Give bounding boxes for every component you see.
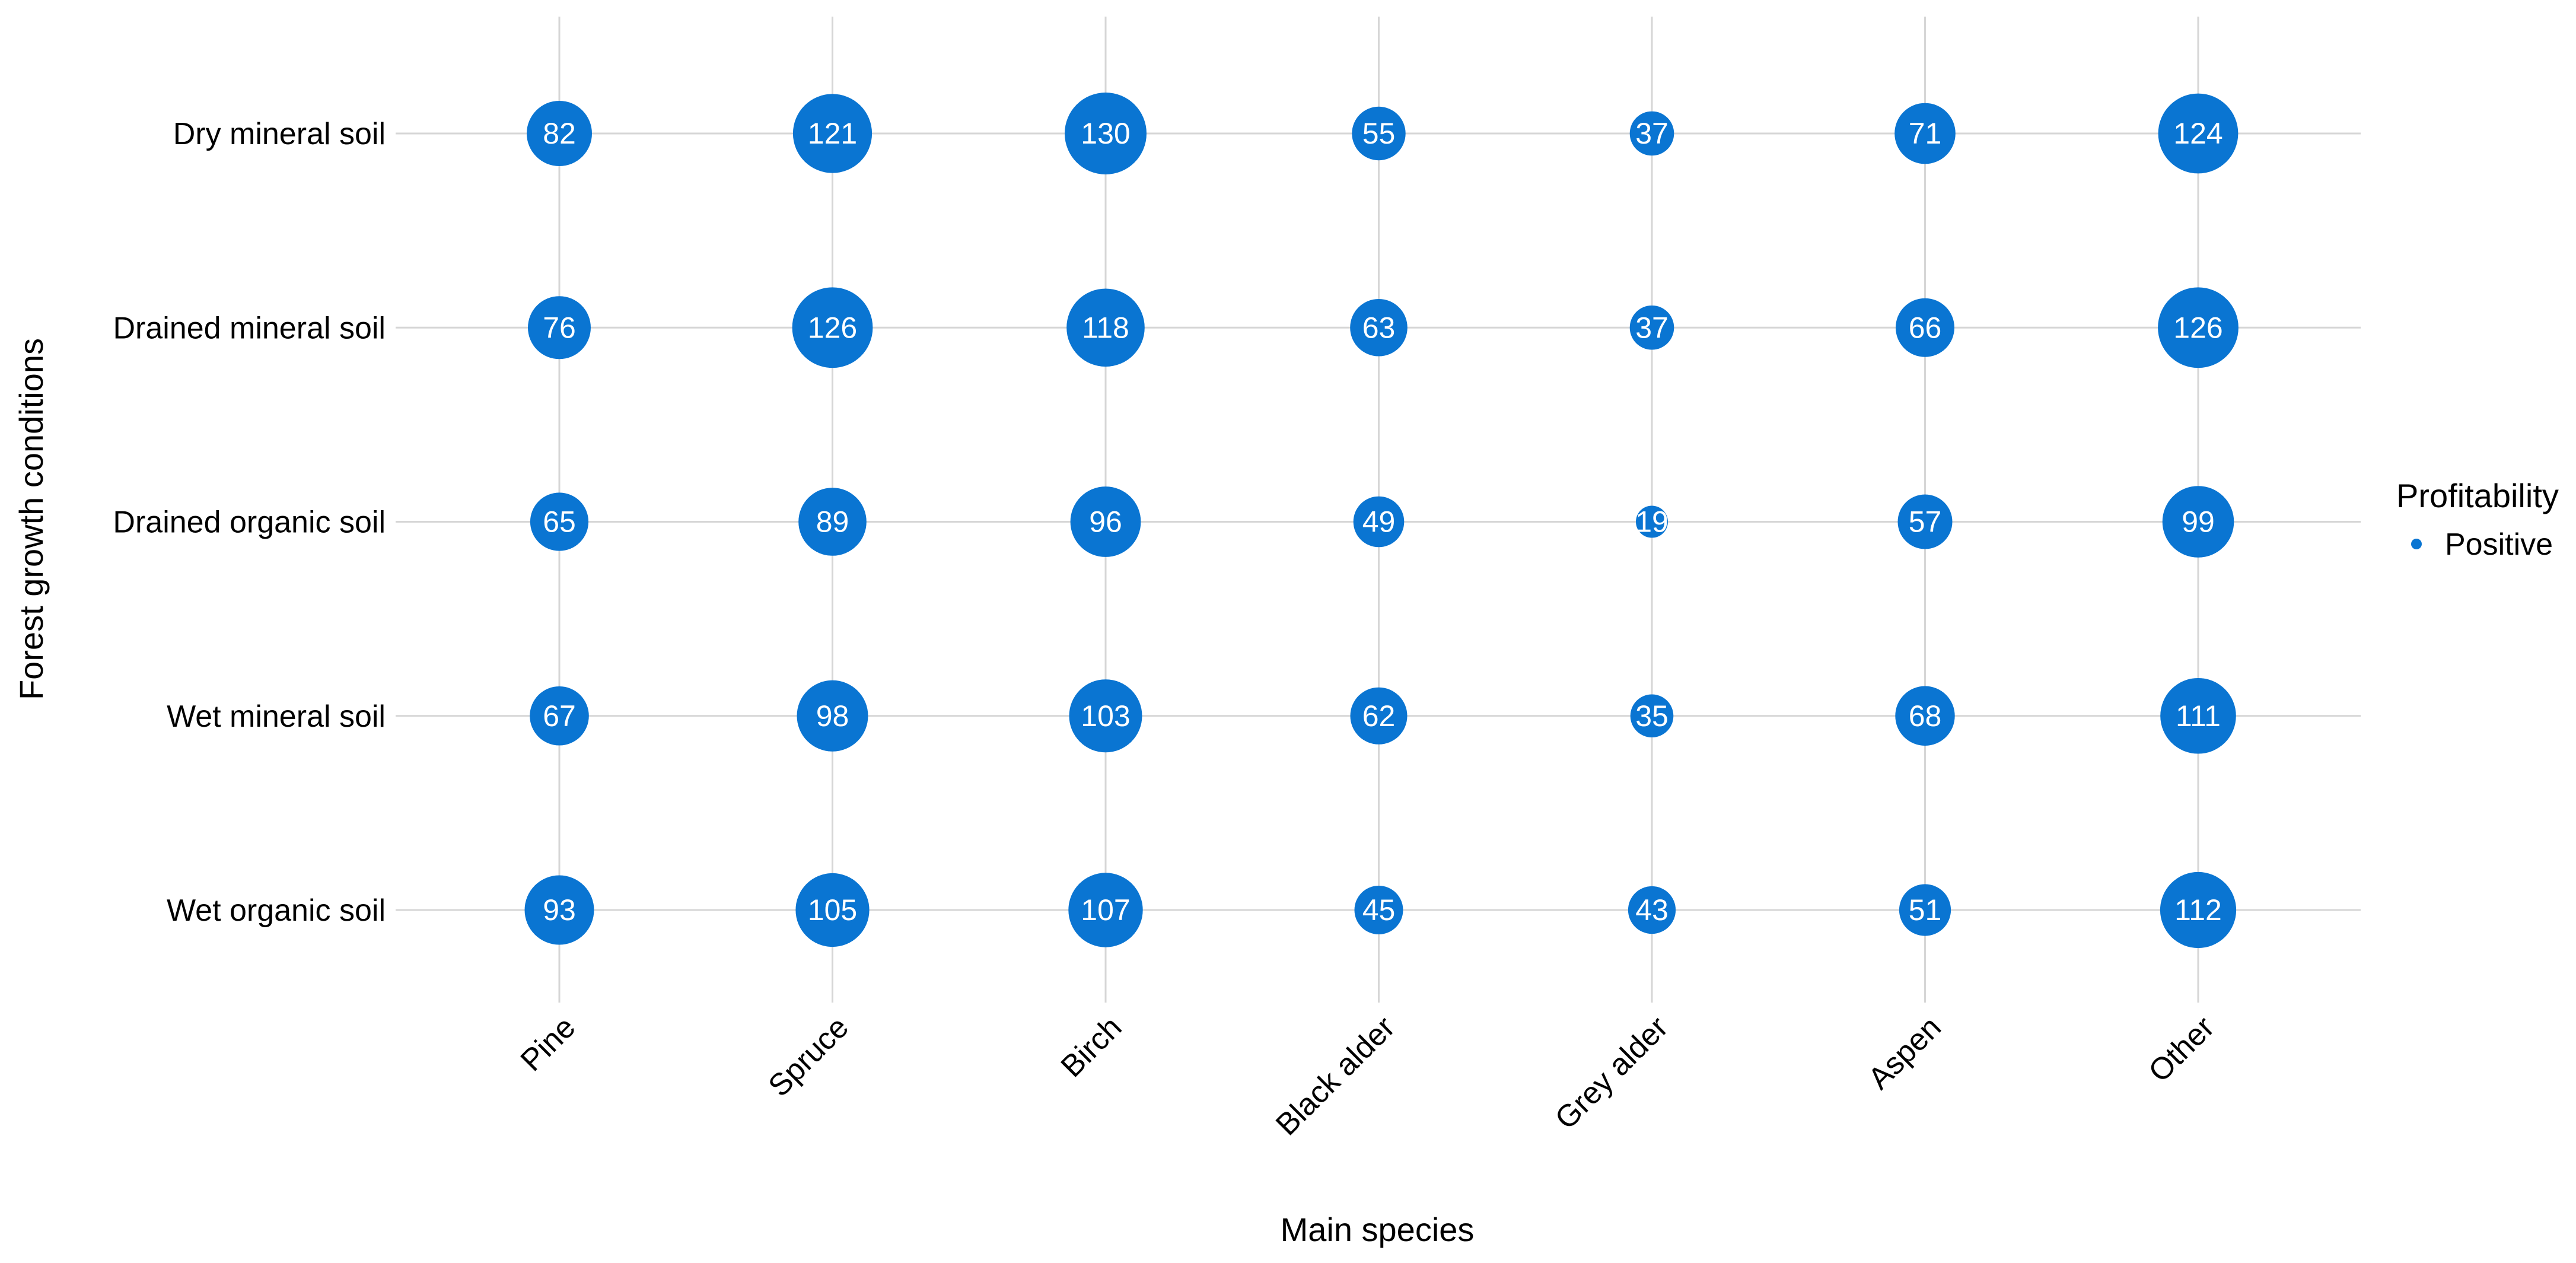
data-label: 82 — [543, 117, 576, 150]
x-axis-title: Main species — [1281, 1211, 1475, 1248]
data-point — [1636, 505, 1668, 538]
data-point — [1068, 873, 1143, 947]
x-tick-label: Aspen — [1862, 1010, 1948, 1096]
data-label: 130 — [1081, 117, 1130, 150]
data-label: 118 — [1082, 311, 1129, 344]
data-point — [1069, 679, 1142, 753]
data-label: 112 — [2174, 893, 2222, 927]
data-point — [528, 296, 591, 360]
data-point — [2160, 871, 2237, 949]
data-point — [1895, 686, 1955, 746]
data-point — [1629, 305, 1674, 350]
data-label: 67 — [543, 699, 576, 733]
data-label: 98 — [816, 699, 849, 733]
data-point — [797, 680, 868, 752]
data-label: 55 — [1362, 117, 1396, 150]
legend-key-positive — [2411, 539, 2422, 549]
data-point — [524, 875, 594, 945]
data-label: 63 — [1362, 311, 1396, 344]
data-point — [1065, 93, 1147, 174]
y-tick-label: Drained mineral soil — [113, 311, 386, 345]
data-label: 107 — [1081, 893, 1130, 927]
data-label: 126 — [2173, 311, 2222, 344]
x-tick-label: Birch — [1055, 1010, 1129, 1084]
data-label: 93 — [543, 893, 576, 927]
data-label: 62 — [1362, 699, 1396, 733]
data-points: 82 121 130 55 37 71 124 76 126 118 63 37 66 126 65 89 96… — [524, 93, 2239, 949]
data-label: 37 — [1635, 117, 1668, 150]
data-point — [2162, 486, 2234, 558]
data-point — [792, 287, 873, 368]
x-axis-ticks: Pine Spruce Birch Black alder Grey alder Aspe… — [514, 1010, 2221, 1142]
data-point — [2160, 677, 2236, 754]
data-label: 35 — [1635, 699, 1668, 733]
y-axis-title: Forest growth conditions — [12, 338, 50, 700]
data-point — [1353, 496, 1405, 548]
data-label: 121 — [808, 117, 857, 150]
data-label: 37 — [1635, 311, 1668, 344]
data-label: 76 — [543, 311, 576, 344]
data-label: 65 — [543, 505, 576, 539]
data-point — [1894, 103, 1956, 164]
x-tick-label: Spruce — [762, 1010, 855, 1103]
data-label: 68 — [1909, 699, 1942, 733]
data-point — [1899, 884, 1951, 936]
data-point — [1066, 288, 1145, 367]
data-label: 111 — [2176, 699, 2221, 733]
data-label: 49 — [1362, 505, 1396, 539]
data-label: 51 — [1909, 893, 1942, 927]
data-label: 66 — [1909, 311, 1942, 344]
y-tick-label: Drained organic soil — [113, 505, 386, 540]
data-point — [530, 686, 589, 746]
data-point — [798, 488, 867, 556]
data-label: 124 — [2173, 117, 2222, 150]
data-point — [527, 101, 592, 166]
x-tick-label: Black alder — [1269, 1010, 1402, 1142]
y-tick-label: Wet mineral soil — [167, 699, 386, 734]
data-label: 19 — [1635, 505, 1668, 539]
data-label: 103 — [1081, 699, 1130, 733]
x-tick-label: Grey alder — [1549, 1010, 1675, 1136]
y-tick-label: Wet organic soil — [167, 893, 386, 928]
data-point — [1350, 298, 1408, 357]
data-label: 71 — [1909, 117, 1942, 150]
data-point — [1350, 687, 1408, 745]
data-point — [1354, 886, 1403, 934]
legend-title: Profitability — [2396, 477, 2559, 514]
data-point — [1897, 494, 1953, 549]
data-point — [1070, 486, 1141, 557]
data-label: 57 — [1909, 505, 1942, 539]
data-label: 126 — [808, 311, 857, 344]
data-point — [1628, 886, 1676, 934]
data-point — [1352, 106, 1406, 161]
legend: Profitability Positive — [2396, 477, 2559, 562]
data-point — [792, 94, 873, 173]
data-label: 45 — [1362, 893, 1396, 927]
data-point — [1629, 111, 1674, 156]
data-label: 105 — [808, 893, 857, 927]
data-label: 96 — [1089, 505, 1122, 539]
data-label: 89 — [816, 505, 849, 539]
data-point — [795, 873, 870, 947]
legend-label-positive: Positive — [2445, 527, 2553, 562]
data-point — [2158, 93, 2239, 174]
data-label: 99 — [2182, 505, 2215, 539]
y-tick-label: Dry mineral soil — [173, 117, 386, 151]
data-point — [1896, 298, 1954, 357]
y-axis-ticks: Dry mineral soil Drained mineral soil Drai… — [113, 117, 386, 928]
x-tick-label: Pine — [514, 1010, 582, 1078]
x-tick-label: Other — [2142, 1010, 2221, 1089]
data-point — [1630, 694, 1674, 738]
data-point — [530, 492, 589, 551]
data-point — [2158, 287, 2239, 368]
data-label: 43 — [1635, 893, 1668, 927]
